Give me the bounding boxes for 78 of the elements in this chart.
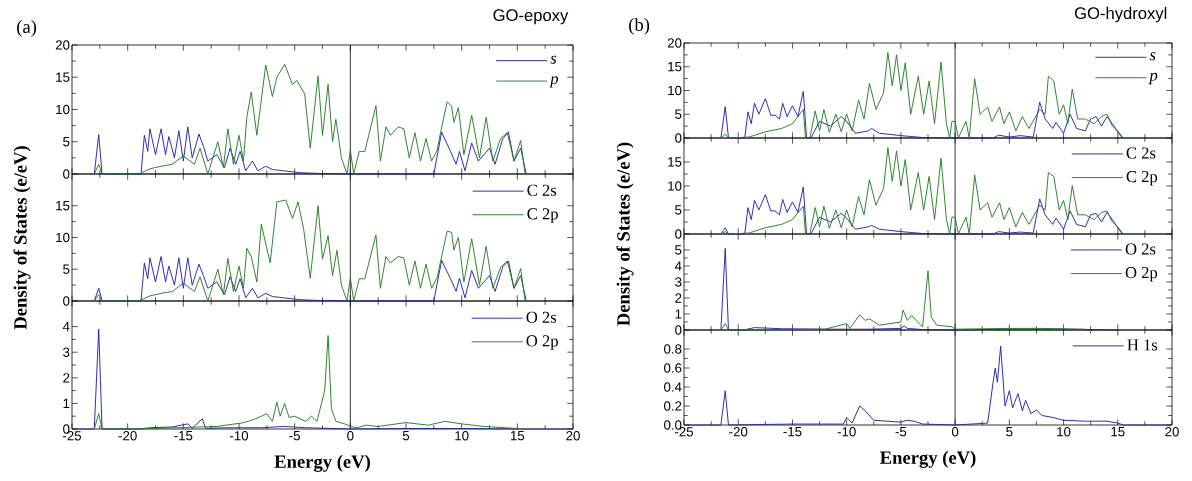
y-tick-label: 15 — [56, 201, 70, 211]
legend-label: O 2p — [526, 335, 558, 350]
line-series — [720, 247, 1119, 331]
x-tick-label: 20 — [566, 431, 580, 441]
x-tick-label: -20 — [118, 431, 137, 441]
y-tick-label: 5 — [675, 205, 682, 215]
y-tick-label: 1 — [63, 398, 70, 408]
x-tick-label: -5 — [289, 431, 301, 441]
x-tick-label: -15 — [174, 431, 193, 441]
legend-label: s — [550, 55, 557, 64]
y-tick-label: 10 — [56, 232, 70, 243]
text: (a) — [17, 19, 37, 37]
line-series — [720, 270, 1086, 331]
y-tick-label: 0 — [675, 229, 682, 239]
y-axis-title: Density of States (e/eV) — [616, 142, 634, 326]
x-axis-title: Energy (eV) — [274, 454, 370, 472]
y-tick-label: 10 — [56, 104, 70, 115]
line-series — [720, 90, 1124, 139]
y-tick-label: 15 — [56, 72, 70, 82]
y-tick-label: 0 — [63, 296, 70, 306]
y-tick-label: 4 — [62, 322, 70, 332]
x-tick-label: 15 — [510, 431, 525, 441]
x-tick-label: 5 — [1006, 427, 1013, 437]
y-tick-label: 15 — [668, 157, 682, 167]
text: (b) — [629, 17, 650, 35]
y-tick-label: 5 — [63, 137, 70, 147]
y-tick-label: 3 — [63, 347, 70, 357]
y-tick-label: 5 — [63, 264, 70, 274]
x-tick-label: 15 — [1111, 427, 1125, 437]
chart-title: GO-hydroxyl — [1074, 6, 1167, 23]
y-tick-label: 20 — [667, 38, 682, 48]
legend-label: C 2p — [527, 208, 558, 223]
line-series — [93, 335, 518, 430]
x-tick-label: 20 — [1165, 427, 1179, 437]
x-tick-label: 10 — [455, 431, 469, 441]
y-tick-label: 0 — [63, 169, 70, 179]
legend-label: C 2s — [527, 184, 557, 196]
legend-label: C 2p — [1126, 171, 1158, 186]
legend-label: O 2s — [1125, 243, 1156, 255]
legend-label: O 2s — [526, 311, 557, 323]
legend-label: p — [1148, 72, 1158, 85]
y-tick-label: 0.6 — [664, 363, 682, 373]
y-tick-label: 3 — [675, 277, 682, 287]
y-tick-label: 0.8 — [664, 344, 682, 354]
legend-label: C 2s — [1126, 147, 1156, 159]
x-tick-label: -5 — [895, 427, 907, 437]
legend-label: s — [1149, 52, 1156, 61]
y-tick-label: 5 — [675, 245, 682, 255]
y-tick-label: 0.2 — [664, 401, 682, 411]
line-series — [93, 199, 526, 302]
y-tick-label: 1 — [675, 309, 682, 319]
x-tick-label: -20 — [729, 427, 748, 437]
y-tick-label: 10 — [668, 85, 682, 96]
x-tick-label: 0 — [951, 427, 959, 437]
y-tick-label: 15 — [668, 62, 682, 72]
y-tick-label: 0 — [675, 133, 682, 143]
legend-label: p — [549, 76, 559, 88]
x-tick-label: -10 — [837, 427, 856, 437]
y-tick-label: 10 — [668, 181, 682, 191]
chart-title: GO-epoxy — [493, 9, 569, 25]
legend-label: O 2p — [1125, 267, 1158, 282]
x-axis-title: Energy (eV) — [880, 450, 976, 468]
y-axis-title: Density of States (e/eV) — [13, 146, 31, 330]
y-tick-label: 0.4 — [664, 382, 682, 392]
x-tick-label: 0 — [347, 431, 354, 441]
x-tick-label: 5 — [402, 431, 410, 441]
line-series — [93, 63, 526, 175]
x-tick-label: -15 — [783, 427, 802, 437]
x-tick-label: -10 — [229, 431, 249, 441]
y-tick-label: 4 — [674, 261, 682, 271]
y-tick-label: 20 — [55, 40, 70, 50]
line-series — [720, 186, 1124, 235]
y-tick-label: 2 — [63, 373, 70, 383]
y-tick-label: 5 — [675, 109, 682, 119]
y-tick-label: 2 — [675, 293, 682, 303]
y-tick-label: 0 — [675, 325, 682, 335]
x-tick-label: 10 — [1057, 427, 1071, 437]
legend-label: H 1s — [1127, 339, 1158, 351]
